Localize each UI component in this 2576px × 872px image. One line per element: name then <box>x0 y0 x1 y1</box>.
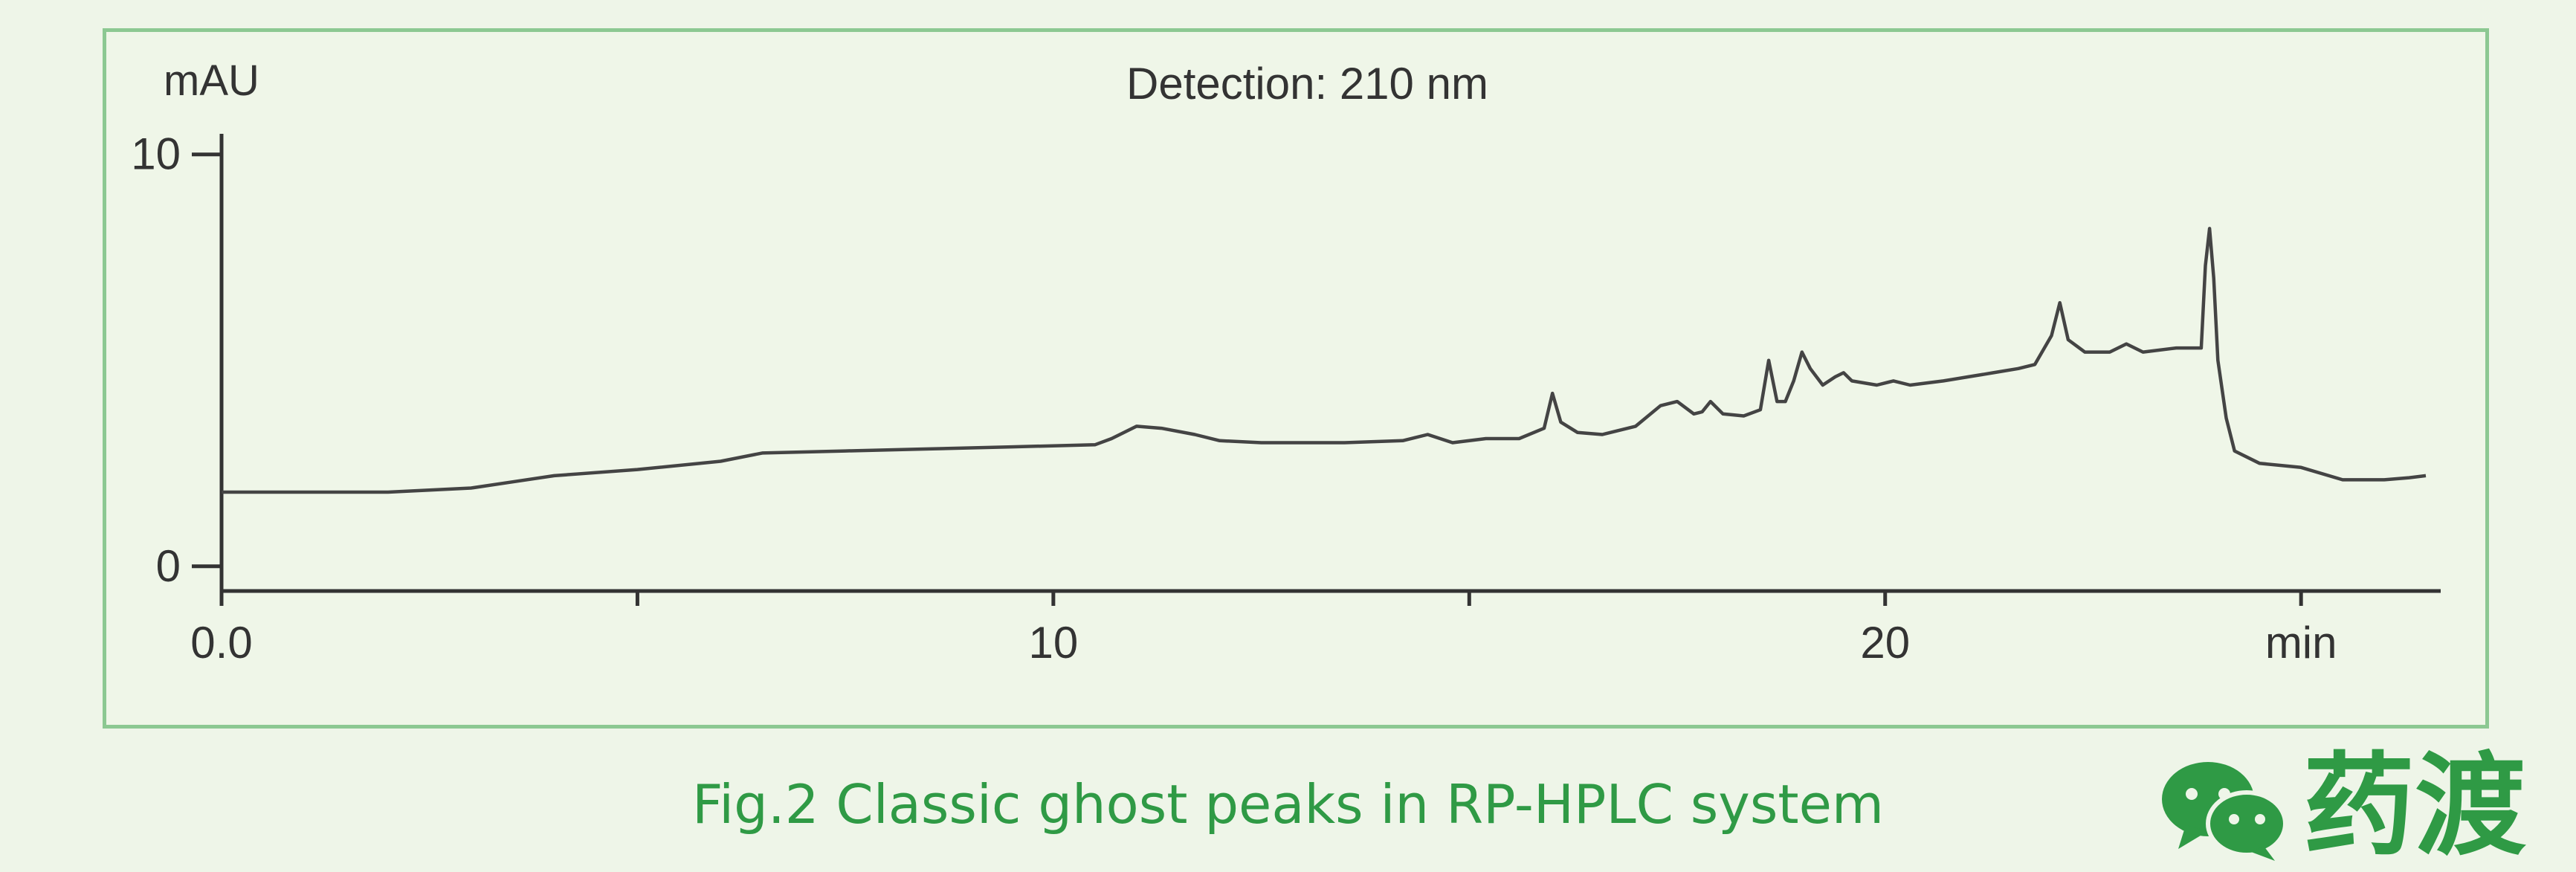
chromatogram-trace <box>222 227 2427 494</box>
ticks <box>192 152 2303 606</box>
chart-frame <box>103 28 2489 729</box>
x-tick-label: min <box>2265 618 2337 668</box>
y-tick-label: 10 <box>131 129 181 179</box>
x-tick-label: 0.0 <box>190 618 252 668</box>
wechat-icon <box>2162 762 2288 861</box>
axes <box>219 134 2441 593</box>
brand-text: 药渡 <box>2303 742 2527 871</box>
x-tick-label: 20 <box>1860 618 1910 668</box>
brand-logo: 药渡 <box>2156 751 2526 862</box>
y-axis-unit-label: mAU <box>164 56 259 105</box>
y-tick-label: 0 <box>156 541 181 591</box>
chart-title: Detection: 210 nm <box>1126 59 1488 109</box>
x-tick-label: 10 <box>1028 618 1078 668</box>
tick-labels: 0.0 10 20 min 0 10 <box>131 129 2337 668</box>
figure-caption: Fig.2 Classic ghost peaks in RP-HPLC sys… <box>691 773 1885 836</box>
